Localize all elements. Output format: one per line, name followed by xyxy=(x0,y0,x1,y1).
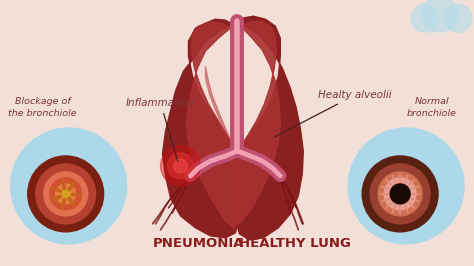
Text: Inflammatory: Inflammatory xyxy=(126,98,196,161)
Circle shape xyxy=(161,146,201,186)
Circle shape xyxy=(378,172,422,216)
Polygon shape xyxy=(205,66,237,151)
Circle shape xyxy=(370,164,430,224)
Text: Healty alveolii: Healty alveolii xyxy=(275,90,392,137)
Polygon shape xyxy=(237,16,303,240)
Circle shape xyxy=(167,153,193,179)
Circle shape xyxy=(61,189,71,199)
Circle shape xyxy=(173,159,188,173)
Circle shape xyxy=(362,156,438,232)
Circle shape xyxy=(44,172,88,216)
Polygon shape xyxy=(186,22,237,228)
Circle shape xyxy=(348,128,464,244)
Polygon shape xyxy=(163,19,237,238)
Circle shape xyxy=(422,0,458,32)
Circle shape xyxy=(56,184,76,204)
Circle shape xyxy=(50,178,82,210)
Circle shape xyxy=(384,178,416,210)
Circle shape xyxy=(411,4,439,32)
Circle shape xyxy=(28,156,104,232)
Text: Blockage of
the bronchiole: Blockage of the bronchiole xyxy=(9,97,77,118)
Text: Normal
bronchiole: Normal bronchiole xyxy=(407,97,457,118)
Circle shape xyxy=(444,4,472,32)
Circle shape xyxy=(390,184,410,204)
Text: HEALTHY LUNG: HEALTHY LUNG xyxy=(239,237,351,250)
Text: PNEUMONIA: PNEUMONIA xyxy=(153,237,244,250)
Polygon shape xyxy=(237,21,280,224)
Circle shape xyxy=(36,164,96,224)
Circle shape xyxy=(11,128,127,244)
